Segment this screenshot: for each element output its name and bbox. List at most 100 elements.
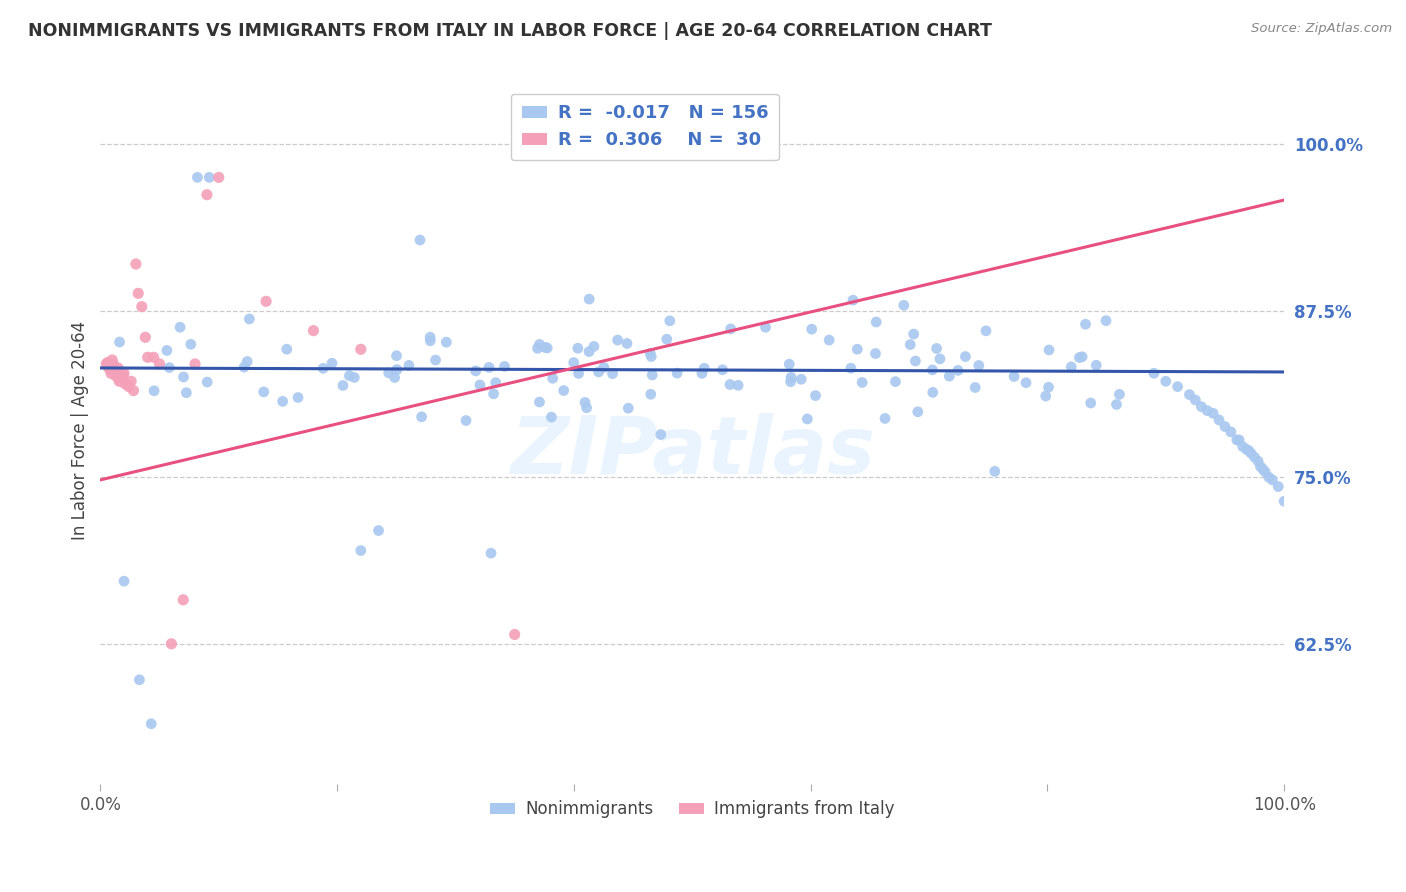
Point [169,320,191,334]
Point [984,464,1007,478]
Point [655,332,678,346]
Point [575,401,598,415]
Point [907,405,929,419]
Point [321,356,343,370]
Point [173,370,195,384]
Point [1250,459,1272,474]
Point [1267,479,1289,493]
Point [131,300,153,314]
Point [108,374,131,388]
Point [385,349,408,363]
Point [111,371,134,385]
Point [1108,387,1130,401]
Point [1071,350,1094,364]
Point [186,170,208,185]
Point [617,401,640,416]
Point [946,363,969,377]
Point [536,341,558,355]
Point [425,353,447,368]
Point [434,335,457,350]
Text: Source: ZipAtlas.com: Source: ZipAtlas.com [1251,22,1392,36]
Point [271,394,294,409]
Point [1254,465,1277,479]
Point [1227,433,1250,447]
Point [780,370,803,384]
Point [921,385,943,400]
Point [464,364,486,378]
Point [332,378,354,392]
Point [103,363,125,377]
Point [494,359,516,374]
Point [142,351,165,365]
Point [195,375,218,389]
Point [640,350,662,364]
Point [114,376,136,391]
Point [96,357,118,371]
Point [195,187,218,202]
Point [1038,380,1060,394]
Point [134,330,156,344]
Point [1261,473,1284,487]
Point [842,293,865,308]
Point [468,378,491,392]
Point [1251,462,1274,476]
Point [454,413,477,427]
Point [711,363,734,377]
Point [903,327,925,342]
Point [606,333,628,347]
Point [236,354,259,368]
Point [638,346,661,360]
Point [1247,454,1270,468]
Point [118,379,141,393]
Point [143,384,166,398]
Point [1060,359,1083,374]
Point [727,378,749,392]
Point [148,357,170,371]
Point [350,543,373,558]
Point [567,341,589,355]
Point [898,337,921,351]
Point [312,361,335,376]
Point [526,341,548,355]
Point [238,312,260,326]
Point [1208,413,1230,427]
Point [893,298,915,312]
Point [1257,470,1279,484]
Point [108,334,131,349]
Point [1143,366,1166,380]
Point [1002,369,1025,384]
Point [485,376,508,390]
Point [1232,440,1254,454]
Point [233,360,256,375]
Point [965,380,987,394]
Point [574,395,596,409]
Point [846,343,869,357]
Point [796,412,818,426]
Point [1240,446,1263,460]
Point [343,370,366,384]
Point [419,330,441,344]
Point [103,357,125,371]
Point [110,373,132,387]
Point [156,343,179,358]
Point [1154,374,1177,388]
Point [107,361,129,376]
Point [865,346,887,360]
Point [658,314,681,328]
Point [125,257,148,271]
Point [534,340,557,354]
Point [100,366,122,380]
Point [1234,442,1257,457]
Point [287,391,309,405]
Point [588,365,610,379]
Point [482,386,505,401]
Point [97,361,120,376]
Point [562,355,585,369]
Point [865,315,887,329]
Point [1243,450,1265,465]
Point [1189,400,1212,414]
Point [592,360,614,375]
Point [540,410,562,425]
Point [929,351,952,366]
Point [377,366,399,380]
